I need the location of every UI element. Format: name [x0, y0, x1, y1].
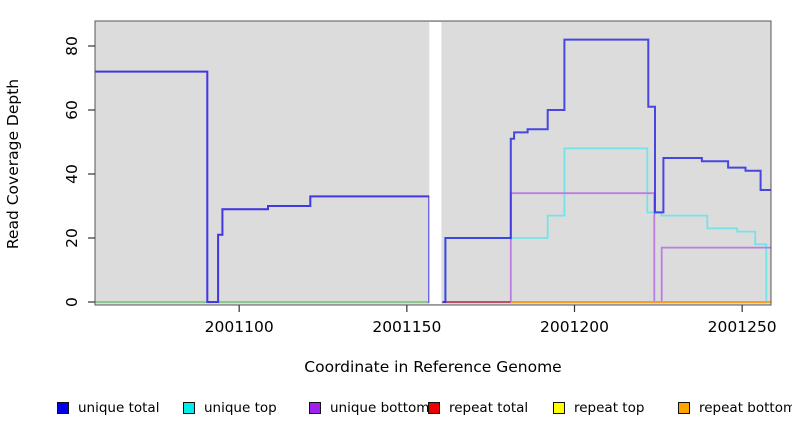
y-axis-tick-label: 60 [63, 100, 81, 120]
masked-gap-region [429, 22, 442, 304]
series-line-unique_total [95, 70, 431, 303]
legend-label-unique_bottom: unique bottom [330, 400, 430, 416]
legend-swatch-repeat_bottom [678, 402, 690, 414]
y-axis-title: Read Coverage Depth [4, 78, 22, 250]
series-line-unique_bottom [443, 192, 771, 303]
legend-swatch-repeat_top [553, 402, 565, 414]
legend-swatch-unique_top [183, 402, 195, 414]
series-line-unique_total [442, 38, 771, 303]
x-axis-tick-label: 2001250 [708, 318, 777, 336]
legend-label-unique_top: unique top [204, 400, 277, 416]
series-line-unique_top [442, 147, 771, 303]
legend-item-repeat_bottom: repeat bottom [678, 399, 792, 417]
y-axis-tick-label: 80 [63, 36, 81, 56]
legend-item-repeat_top: repeat top [553, 399, 644, 417]
y-axis-tick-label: 20 [63, 228, 81, 248]
x-axis-tick-label: 2001150 [372, 318, 441, 336]
x-axis-tick-label: 2001200 [540, 318, 609, 336]
legend-swatch-unique_total [57, 402, 69, 414]
legend-label-repeat_total: repeat total [449, 400, 529, 416]
legend-label-unique_total: unique total [78, 400, 160, 416]
legend-item-unique_total: unique total [57, 399, 159, 417]
x-axis-title: Coordinate in Reference Genome [304, 358, 562, 376]
legend-item-repeat_total: repeat total [428, 399, 528, 417]
legend-label-repeat_bottom: repeat bottom [699, 400, 792, 416]
legend-item-unique_bottom: unique bottom [309, 399, 429, 417]
y-axis-tick-label: 0 [63, 297, 81, 307]
legend-label-repeat_top: repeat top [574, 400, 645, 416]
legend: unique total unique top unique bottom repea… [0, 399, 792, 421]
legend-swatch-unique_bottom [309, 402, 321, 414]
y-axis-tick-label: 40 [63, 164, 81, 184]
x-axis-tick-label: 2001100 [205, 318, 274, 336]
legend-item-unique_top: unique top [183, 399, 277, 417]
panel-border [94, 20, 772, 306]
legend-swatch-repeat_total [428, 402, 440, 414]
